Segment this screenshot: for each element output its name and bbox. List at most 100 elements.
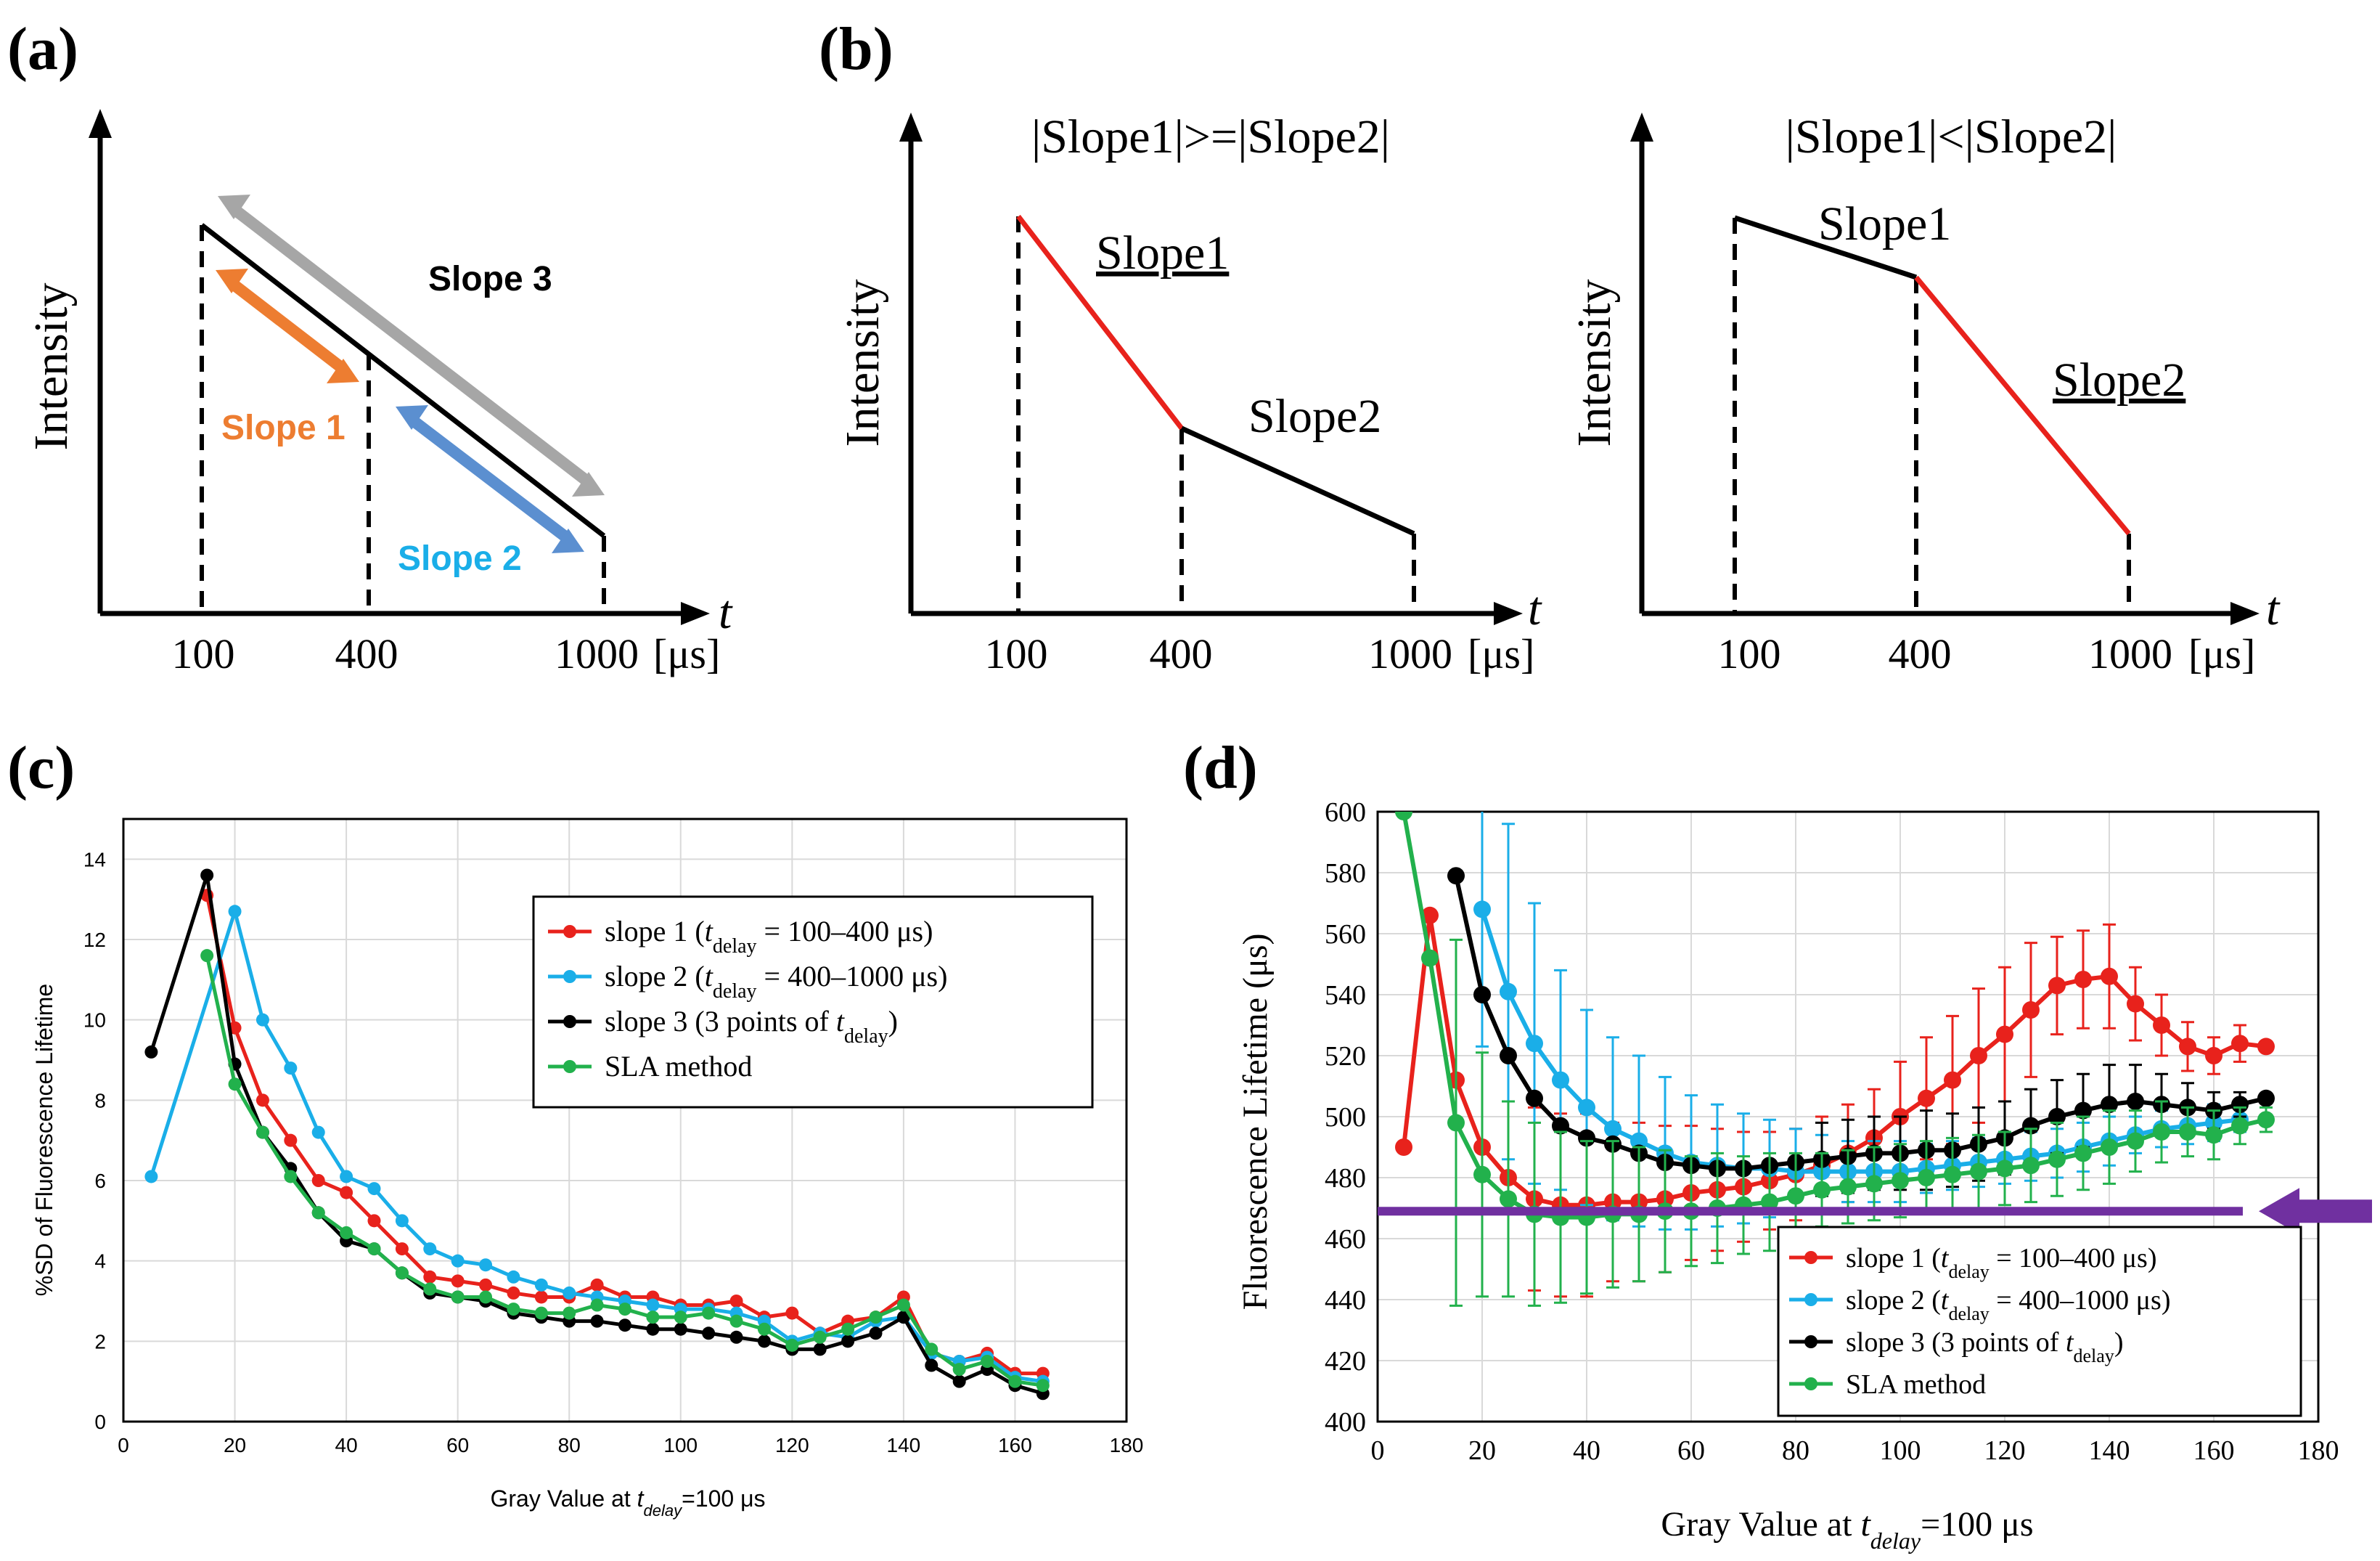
x-tick-label: 0 — [1371, 1435, 1385, 1466]
data-point — [228, 1077, 242, 1091]
panel-c-label: (c) — [7, 734, 75, 802]
x-tick-label: 160 — [998, 1434, 1032, 1456]
data-point — [1944, 1165, 1961, 1183]
y-tick-label: 8 — [94, 1089, 106, 1112]
data-point — [1526, 1035, 1543, 1053]
data-point — [2205, 1126, 2222, 1144]
panel-a-ylabel: Intensity — [25, 283, 78, 451]
data-point — [311, 1174, 325, 1187]
data-point — [646, 1311, 660, 1324]
series-line — [1480, 908, 2241, 1174]
data-point — [479, 1258, 493, 1272]
panel-d-legend-box — [1777, 1226, 2302, 1417]
data-point — [423, 1282, 437, 1296]
panel-b-left-ylabel: Intensity — [836, 280, 889, 447]
panel-d-xlabel: Gray Value at tdelay=100 μs — [1661, 1505, 2033, 1554]
panel-b-right-tick-1000: 1000 — [2088, 630, 2172, 677]
panel-d-label: (d) — [1183, 734, 1258, 802]
data-point — [507, 1270, 520, 1284]
data-point — [144, 1045, 158, 1059]
data-point — [367, 1242, 381, 1256]
data-point — [1395, 812, 1412, 820]
panel-a: (a) Intensity t Slope 1 — [7, 15, 733, 677]
data-point — [925, 1342, 938, 1356]
data-point — [2048, 977, 2066, 995]
data-point — [674, 1322, 687, 1336]
data-point — [507, 1286, 520, 1300]
x-tick-label: 100 — [1880, 1435, 1921, 1466]
panel-b: (b) Intensity t |Slope1|>=|Slope2| Slope… — [819, 15, 2281, 677]
legend-label-blue: slope 2 (tdelay = 400–1000 μs) — [1846, 1285, 2171, 1324]
data-point — [813, 1342, 827, 1356]
data-point — [340, 1186, 353, 1199]
data-point — [1839, 1178, 1857, 1196]
data-point — [2022, 1117, 2040, 1135]
panel-d: (d) Fluorescence Lifetime (μs) 0 20 40 60 80… — [1183, 734, 2372, 1554]
data-point — [534, 1306, 548, 1320]
data-point — [340, 1170, 353, 1183]
data-point — [1036, 1379, 1050, 1393]
data-point — [2127, 995, 2144, 1013]
data-point — [2153, 1016, 2170, 1034]
x-tick-label: 100 — [663, 1434, 698, 1456]
data-point — [729, 1295, 743, 1308]
y-tick-label: 580 — [1325, 858, 1366, 889]
data-point — [2127, 1132, 2144, 1150]
y-tick-label: 400 — [1325, 1407, 1366, 1438]
data-point — [896, 1311, 910, 1324]
data-point — [1500, 1190, 1517, 1208]
y-tick-label: 460 — [1325, 1224, 1366, 1255]
data-point — [2048, 1108, 2066, 1125]
data-point — [1578, 1129, 1595, 1147]
panel-a-slope3-arrow — [218, 195, 605, 497]
panel-b-left-unit: [μs] — [1468, 630, 1534, 677]
data-point — [200, 868, 214, 882]
data-point — [2153, 1123, 2170, 1141]
data-point — [2101, 1096, 2118, 1114]
x-tick-label: 180 — [2298, 1435, 2339, 1466]
data-point — [284, 1061, 298, 1075]
y-tick-label: 560 — [1325, 919, 1366, 950]
legend-label-green: SLA method — [1846, 1369, 1986, 1400]
data-point — [1787, 1187, 1804, 1205]
legend-marker-black — [1804, 1335, 1817, 1348]
data-point — [284, 1133, 298, 1147]
panel-a-unit: [μs] — [653, 630, 720, 677]
data-point — [2074, 1101, 2092, 1120]
legend-marker-blue — [1804, 1293, 1817, 1306]
x-tick-label: 120 — [1984, 1435, 2026, 1466]
data-point — [590, 1278, 604, 1292]
data-point — [1552, 1117, 1569, 1135]
panel-d-ylabel: Fluorescence Lifetime (μs) — [1236, 934, 1275, 1311]
panel-b-left-xlabel: t — [1528, 582, 1542, 635]
panel-a-tick-1000: 1000 — [555, 630, 639, 677]
data-point — [311, 1206, 325, 1220]
panel-d-plot-frame — [1376, 810, 2320, 1423]
data-point — [952, 1374, 966, 1388]
panel-b-right-tick-100: 100 — [1718, 630, 1781, 677]
data-point — [2231, 1117, 2249, 1135]
data-point — [869, 1311, 883, 1324]
y-tick-label: 500 — [1325, 1102, 1366, 1133]
panel-c-ylabel: %SD of Fluorescence Lifetime — [31, 984, 57, 1296]
data-point — [1473, 900, 1491, 918]
panel-b-left-y-arrowhead — [899, 113, 923, 142]
data-point — [952, 1363, 966, 1377]
data-point — [255, 1013, 269, 1027]
panel-c-xlabel: Gray Value at tdelay=100 μs — [490, 1485, 765, 1520]
data-point — [1944, 1071, 1961, 1089]
data-point — [1970, 1162, 1987, 1181]
data-point — [702, 1306, 716, 1320]
y-tick-label: 600 — [1325, 797, 1366, 828]
data-point — [1865, 1175, 1883, 1193]
panel-a-tick-400: 400 — [335, 630, 398, 677]
data-point — [1761, 1193, 1778, 1211]
panel-a-y-arrowhead — [89, 109, 112, 138]
legend-marker-green — [563, 1060, 576, 1073]
y-tick-label: 0 — [94, 1411, 106, 1433]
panel-b-left-slope1-label: Slope1 — [1096, 227, 1229, 280]
panel-c: (c) %SD of Fluorescence Lifetime 0 20 40 60… — [7, 734, 1143, 1520]
x-tick-label: 180 — [1110, 1434, 1144, 1456]
panel-c-plot-frame — [122, 818, 1128, 1423]
